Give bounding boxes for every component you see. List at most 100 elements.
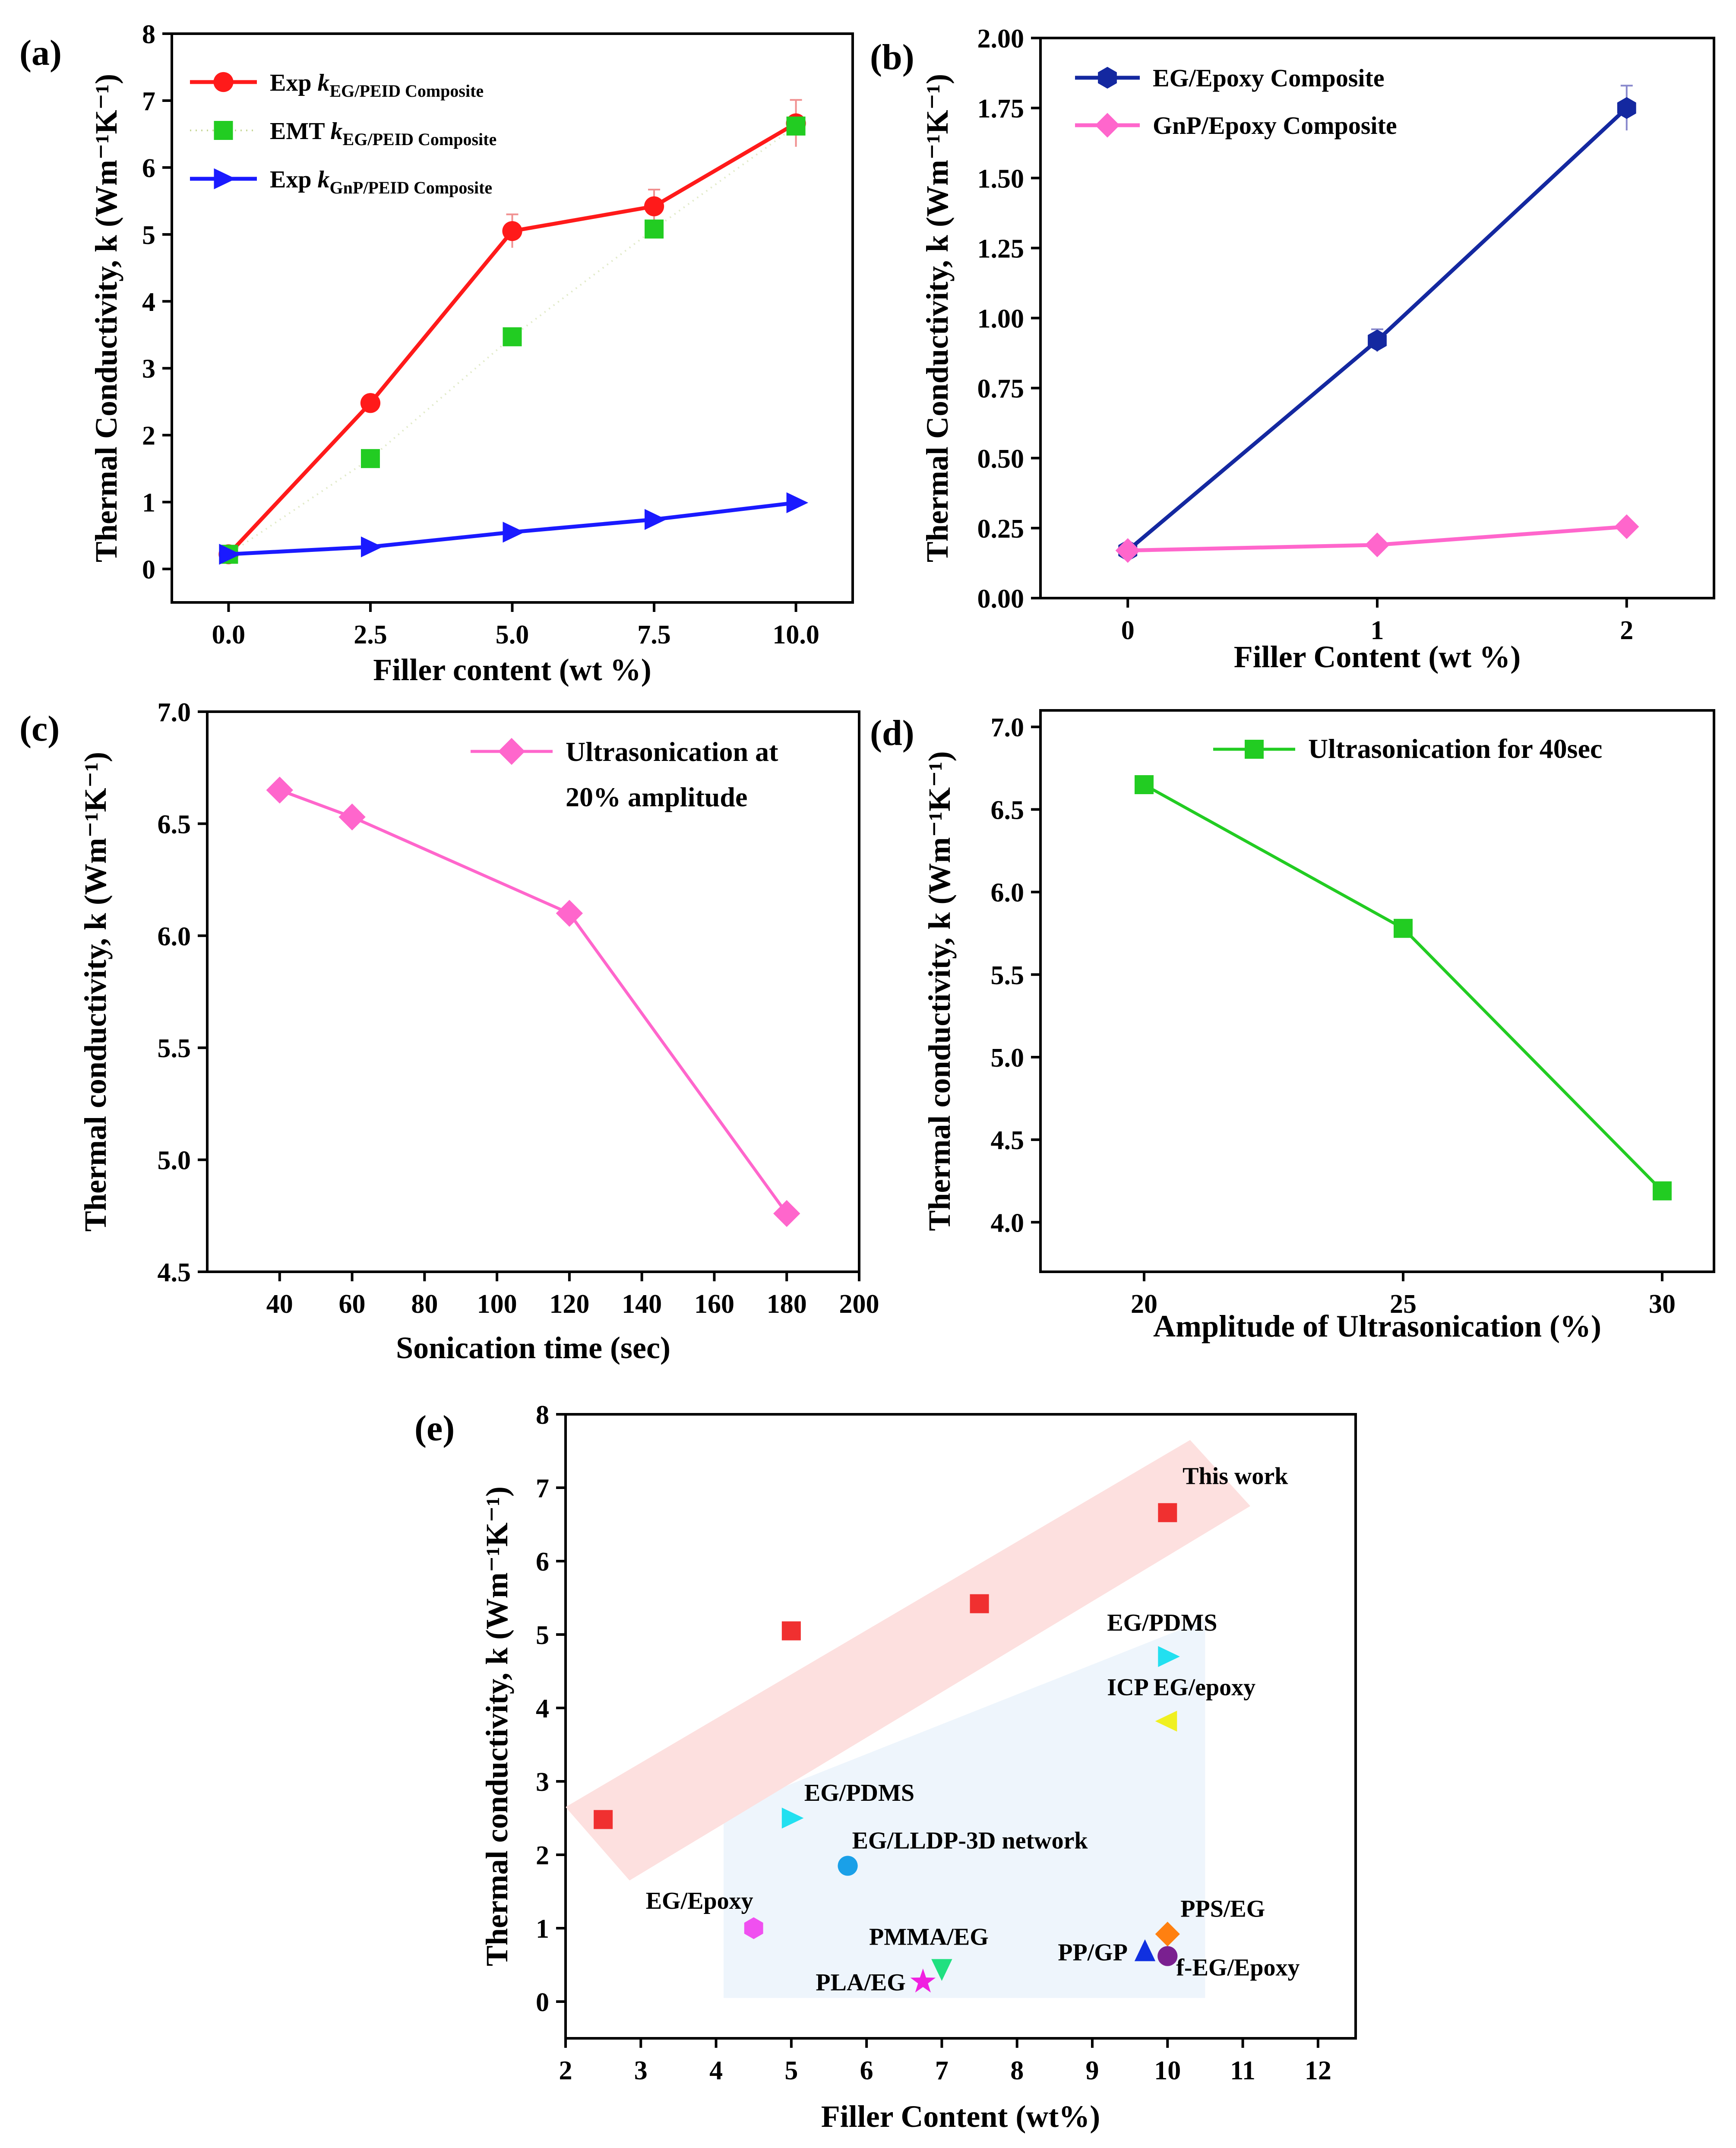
data-point — [1617, 97, 1636, 119]
x-axis-label: Filler content (wt %) — [373, 653, 651, 687]
data-point — [645, 219, 664, 239]
point-label: PP/GP — [1058, 1939, 1128, 1966]
data-point — [1394, 919, 1413, 938]
data-point — [645, 509, 667, 530]
x-tick-label: 0.0 — [212, 620, 246, 649]
y-tick-label: 4.5 — [991, 1126, 1025, 1155]
literature-point — [931, 1959, 952, 1981]
this-work-label: This work — [1183, 1463, 1288, 1490]
point-label: f-EG/Epoxy — [1176, 1955, 1300, 1981]
data-point — [1135, 775, 1154, 795]
x-tick-label: 100 — [477, 1289, 517, 1319]
this-work-point — [781, 1621, 801, 1641]
legend-entry: GnP/Epoxy Composite — [1075, 111, 1397, 139]
x-tick-label: 25 — [1390, 1289, 1417, 1319]
legend-entry: Exp kGnP/PEID Composite — [190, 166, 492, 197]
data-point — [360, 536, 383, 558]
y-tick-label: 1.00 — [977, 304, 1025, 334]
x-tick-label: 5.0 — [496, 620, 529, 649]
y-tick-label: 1 — [536, 1914, 549, 1944]
x-axis-label: Amplitude of Ultrasonication (%) — [1153, 1309, 1601, 1343]
chart-panel-c: 40 60 80 100 120 140 160 180 200 4.5 5.0 5.5 6.0 6.5 7… — [19, 698, 879, 1365]
y-tick-label: 4.0 — [991, 1208, 1025, 1238]
x-tick-label: 80 — [411, 1289, 438, 1319]
y-tick-label: 5 — [536, 1621, 549, 1650]
series-0 — [1118, 85, 1636, 562]
y-tick-label: 0.50 — [977, 444, 1025, 474]
point-label: PLA/EG — [816, 1969, 905, 1996]
legend-label: EMT kEG/PEID Composite — [270, 118, 496, 149]
x-tick-label: 2.5 — [354, 620, 387, 649]
legend-entry: Ultrasonication at 20% amplitude — [471, 736, 778, 812]
legend-marker — [1098, 67, 1117, 89]
chart-panel-b: 0 1 2 0.00 0.25 0.50 0.75 1.00 1.25 1.50 1.75 2.00 (… — [870, 24, 1715, 674]
series-1 — [1115, 514, 1639, 563]
point-label: ICP EG/epoxy — [1107, 1674, 1255, 1701]
legend-label: GnP/Epoxy Composite — [1153, 111, 1397, 139]
x-tick-label: 10 — [1154, 2056, 1181, 2085]
data-point — [1115, 538, 1140, 563]
literature-point — [1155, 1922, 1180, 1947]
literature-point — [744, 1917, 763, 1939]
y-tick-label: 5.5 — [158, 1034, 191, 1063]
y-tick-label: 0.75 — [977, 374, 1025, 404]
this-work-point — [970, 1594, 989, 1613]
legend-marker — [214, 168, 236, 190]
y-tick-label: 1 — [142, 488, 155, 518]
x-tick-label: 0 — [1121, 616, 1135, 645]
x-axis-label: Filler Content (wt%) — [821, 2099, 1100, 2134]
legend-label: EG/Epoxy Composite — [1153, 64, 1385, 92]
data-point — [786, 492, 809, 513]
legend-entry: EG/Epoxy Composite — [1075, 64, 1385, 92]
y-axis-label: Thermal Conductivity, k (Wm⁻¹K⁻¹) — [920, 74, 955, 562]
y-tick-label: 0.00 — [977, 584, 1025, 614]
y-axis-label: Thermal conductivity, k (Wm⁻¹K⁻¹) — [922, 751, 957, 1231]
x-tick-label: 11 — [1230, 2056, 1255, 2085]
point-label: EG/PDMS — [1107, 1609, 1217, 1636]
x-axis-label: Sonication time (sec) — [396, 1331, 670, 1365]
y-tick-label: 7.0 — [991, 713, 1025, 742]
x-tick-label: 180 — [767, 1289, 807, 1319]
x-tick-label: 6 — [860, 2056, 873, 2085]
legend-label: Ultrasonication at — [566, 736, 778, 767]
x-tick-label: 140 — [622, 1289, 662, 1319]
data-point — [1368, 329, 1387, 352]
x-tick-label: 30 — [1649, 1289, 1676, 1319]
x-tick-label: 60 — [339, 1289, 366, 1319]
literature-point — [1134, 1939, 1156, 1961]
y-axis-label: Thermal Conductivity, k (Wm⁻¹K⁻¹) — [89, 74, 123, 562]
legend-marker — [214, 121, 233, 140]
y-tick-label: 8 — [536, 1400, 549, 1430]
x-tick-label: 5 — [784, 2056, 798, 2085]
literature-point — [838, 1856, 858, 1876]
y-axis-label: Thermal conductivity, k (Wm⁻¹K⁻¹) — [78, 752, 113, 1232]
x-tick-label: 2 — [559, 2056, 572, 2085]
point-label: PPS/EG — [1180, 1896, 1265, 1923]
y-tick-label: 6.0 — [158, 922, 191, 951]
y-tick-label: 6.5 — [991, 795, 1025, 825]
legend-label: 20% amplitude — [566, 782, 747, 812]
data-point — [266, 776, 293, 804]
data-point — [503, 522, 525, 543]
x-tick-label: 2 — [1620, 616, 1633, 645]
y-tick-label: 4 — [142, 288, 155, 317]
this-work-point — [1158, 1503, 1177, 1522]
y-tick-label: 2 — [536, 1841, 549, 1870]
panel-label: (a) — [19, 33, 62, 73]
x-tick-label: 160 — [694, 1289, 734, 1319]
this-work-point — [594, 1810, 613, 1829]
y-tick-label: 8 — [142, 20, 155, 49]
x-tick-label: 3 — [634, 2056, 648, 2085]
x-tick-label: 9 — [1086, 2056, 1099, 2085]
legend-marker — [1245, 740, 1264, 759]
y-tick-label: 7.0 — [158, 698, 191, 727]
x-axis-label: Filler Content (wt %) — [1234, 640, 1521, 674]
x-tick-label: 8 — [1010, 2056, 1024, 2085]
literature-point — [1157, 1946, 1178, 1966]
legend-label: Ultrasonication for 40sec — [1308, 733, 1602, 764]
x-tick-label: 40 — [266, 1289, 293, 1319]
y-tick-label: 0 — [142, 555, 155, 585]
plot-frame — [206, 710, 860, 1273]
y-tick-label: 4.5 — [158, 1258, 191, 1287]
data-point — [338, 803, 366, 831]
